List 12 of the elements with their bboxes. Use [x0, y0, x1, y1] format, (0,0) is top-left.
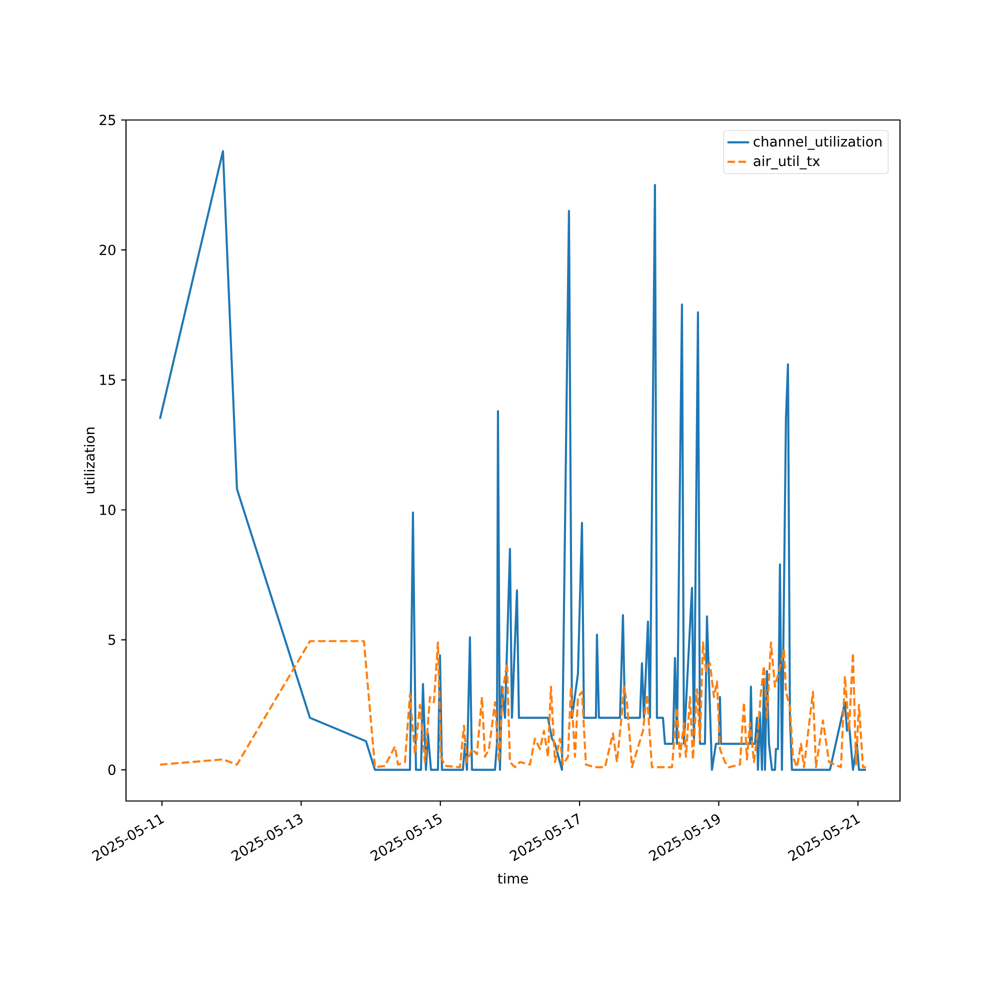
y-tick-label: 5: [108, 634, 116, 645]
y-axis-title: utilization: [84, 428, 95, 494]
y-tick-label: 0: [108, 764, 116, 776]
x-axis-title: time: [498, 872, 528, 884]
legend-label: air_util_tx: [754, 156, 820, 170]
y-tick-label: 10: [100, 504, 116, 516]
line-series: [158, 640, 868, 768]
y-tick-label: 15: [100, 374, 116, 386]
line-series: [158, 150, 868, 771]
y-tick-label: 25: [100, 114, 116, 126]
y-tick-label: 20: [100, 244, 116, 256]
legend-label: channel_utilization: [754, 136, 882, 150]
